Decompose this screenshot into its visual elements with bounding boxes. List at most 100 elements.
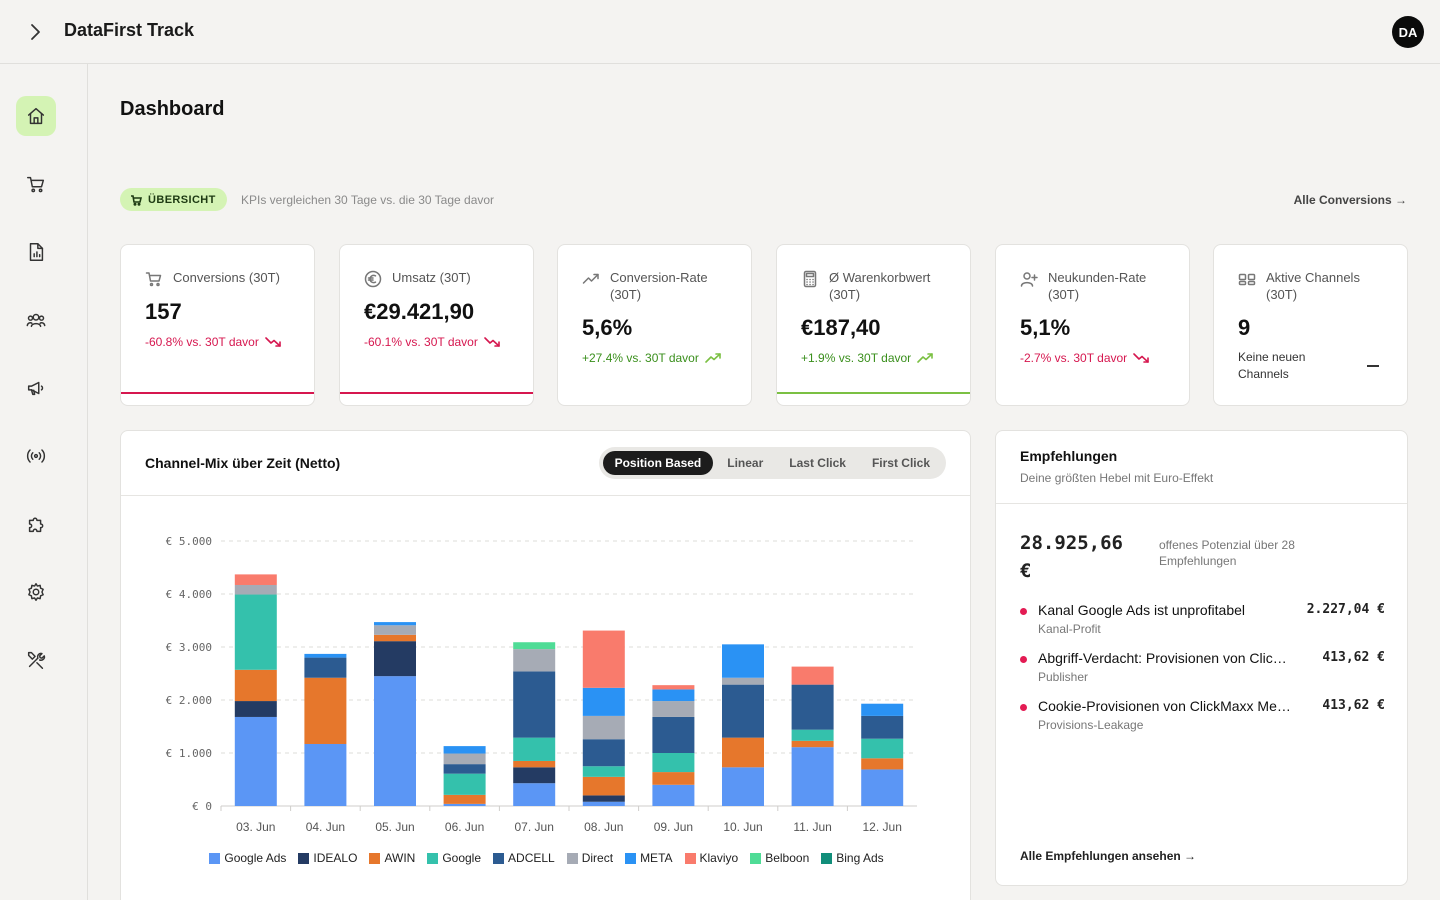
mode-linear[interactable]: Linear <box>715 451 775 475</box>
kpi-card-revenue[interactable]: Umsatz (30T) €29.421,90 -60.1% vs. 30T d… <box>339 244 534 406</box>
bar-segment <box>443 773 486 795</box>
kpi-card-active-channels[interactable]: Aktive Channels (30T) 9 Keine neuen Chan… <box>1213 244 1408 406</box>
all-conversions-link[interactable]: Alle Conversions → <box>1293 193 1407 207</box>
y-tick-label: € 0 <box>192 800 212 813</box>
legend-label: Klaviyo <box>699 851 739 865</box>
legend-item[interactable]: Klaviyo <box>684 851 739 865</box>
trend-down-icon <box>265 337 281 347</box>
recommendation-item[interactable]: Abgriff-Verdacht: Provisionen von ClickM… <box>1020 650 1385 690</box>
bar-segment <box>513 737 556 761</box>
legend-item[interactable]: Direct <box>566 851 613 865</box>
kpi-delta: -60.1% vs. 30T davor <box>364 335 502 349</box>
bar-segment <box>443 753 486 765</box>
bar-segment <box>374 622 416 626</box>
mode-last-click[interactable]: Last Click <box>777 451 858 475</box>
all-recommendations-link[interactable]: Alle Empfehlungen ansehen → <box>1020 849 1197 863</box>
sidebar-item-settings[interactable] <box>16 572 56 612</box>
trend-down-icon <box>484 337 500 347</box>
kpi-label: Ø Warenkorbwert (30T) <box>829 270 931 302</box>
bar-segment <box>791 729 834 741</box>
bar-segment <box>304 677 347 744</box>
recommendations-subtitle: Deine größten Hebel mit Euro-Effekt <box>1020 471 1214 485</box>
y-tick-label: € 5.000 <box>166 535 212 548</box>
sidebar-item-reports[interactable] <box>16 232 56 272</box>
bar-segment <box>582 687 625 716</box>
legend-item[interactable]: META <box>625 851 673 865</box>
kpi-delta: -60.8% vs. 30T davor <box>145 335 283 349</box>
legend-label: ADCELL <box>508 851 555 865</box>
bar-segment <box>861 703 904 716</box>
kpi-card-new-customer-rate[interactable]: Neukunden-Rate (30T) 5,1% -2.7% vs. 30T … <box>995 244 1190 406</box>
legend-item[interactable]: ADCELL <box>493 851 555 865</box>
kpi-delta-text: +27.4% vs. 30T davor <box>582 351 699 365</box>
kpi-label: Umsatz (30T) <box>392 270 471 285</box>
kpi-label: Conversions (30T) <box>173 270 280 285</box>
kpi-delta-text: -2.7% vs. 30T davor <box>1020 351 1128 365</box>
x-tick-label: 04. Jun <box>306 820 345 834</box>
legend-item[interactable]: Google <box>427 851 481 865</box>
bar-segment <box>582 766 625 777</box>
potential-note: offenes Potenzial über 28 Empfehlungen <box>1159 538 1295 568</box>
kpi-card-conversions[interactable]: Conversions (30T) 157 -60.8% vs. 30T dav… <box>120 244 315 406</box>
bar-segment <box>513 642 556 650</box>
bar-segment <box>652 753 695 773</box>
x-tick-label: 07. Jun <box>515 820 554 834</box>
recommendation-amount: 413,62 € <box>1322 698 1385 713</box>
legend-item[interactable]: Belboon <box>750 851 809 865</box>
expand-sidebar-button[interactable] <box>24 20 46 44</box>
home-icon <box>27 107 45 125</box>
sidebar-item-customers[interactable] <box>16 300 56 340</box>
recommendation-title: Kanal Google Ads ist unprofitabel <box>1038 602 1246 618</box>
mode-position-based[interactable]: Position Based <box>602 451 714 475</box>
trend-icon <box>582 273 599 284</box>
kpi-card-conversion-rate[interactable]: Conversion-Rate (30T) 5,6% +27.4% vs. 30… <box>557 244 752 406</box>
bar-segment <box>791 666 834 685</box>
legend-swatch <box>493 852 505 864</box>
sidebar-item-tracking[interactable] <box>16 436 56 476</box>
bar-segment <box>582 795 625 802</box>
recommendations-title: Empfehlungen <box>1020 448 1118 464</box>
bar-segment <box>582 776 625 796</box>
bar-segment <box>234 669 277 702</box>
y-tick-label: € 3.000 <box>166 641 212 654</box>
kpi-delta-text: -60.1% vs. 30T davor <box>364 335 478 349</box>
legend-item[interactable]: Google Ads <box>209 851 286 865</box>
chart-legend: Google Ads IDEALO AWIN Google ADCELL Direct ME… <box>121 851 970 865</box>
bar-segment <box>304 657 347 678</box>
recommendation-item[interactable]: Kanal Google Ads ist unprofitabel Kanal-… <box>1020 602 1385 642</box>
priority-dot <box>1020 608 1027 615</box>
kpi-value: 9 <box>1238 315 1251 340</box>
trend-down-icon <box>1133 353 1149 363</box>
avatar[interactable]: DA <box>1392 16 1424 48</box>
legend-swatch <box>566 852 578 864</box>
mode-first-click[interactable]: First Click <box>860 451 942 475</box>
legend-swatch <box>298 852 310 864</box>
bar-segment <box>443 746 486 754</box>
legend-item[interactable]: Bing Ads <box>821 851 884 865</box>
sidebar-item-dashboard[interactable] <box>16 96 56 136</box>
bar-segment <box>304 653 347 658</box>
recommendation-item[interactable]: Cookie-Provisionen von ClickMaxx Media P… <box>1020 698 1385 738</box>
sidebar-item-campaigns[interactable] <box>16 368 56 408</box>
legend-item[interactable]: IDEALO <box>298 851 357 865</box>
sidebar-item-tools[interactable] <box>16 640 56 680</box>
legend-item[interactable]: AWIN <box>369 851 415 865</box>
bar-segment <box>722 684 764 738</box>
trend-up-icon <box>917 353 933 363</box>
bar-segment <box>582 630 625 688</box>
recommendations-card: Empfehlungen Deine größten Hebel mit Eur… <box>995 430 1408 886</box>
card-divider <box>996 503 1407 504</box>
kpi-card-avg-basket[interactable]: Ø Warenkorbwert (30T) €187,40 +1.9% vs. … <box>776 244 971 406</box>
attribution-model-switch: Position Based Linear Last Click First C… <box>598 447 946 479</box>
page-title: Dashboard <box>120 98 225 120</box>
kpi-delta-text: -60.8% vs. 30T davor <box>145 335 259 349</box>
kpi-value: 5,1% <box>1020 315 1071 340</box>
x-tick-label: 10. Jun <box>723 820 762 834</box>
sidebar-item-conversions[interactable] <box>16 164 56 204</box>
legend-label: Google Ads <box>224 851 287 865</box>
recommendation-category: Kanal-Profit <box>1038 622 1101 636</box>
cart-icon <box>131 194 142 206</box>
app-title: DataFirst Track <box>64 20 195 40</box>
sidebar-item-integrations[interactable] <box>16 504 56 544</box>
bar-segment <box>234 701 277 717</box>
